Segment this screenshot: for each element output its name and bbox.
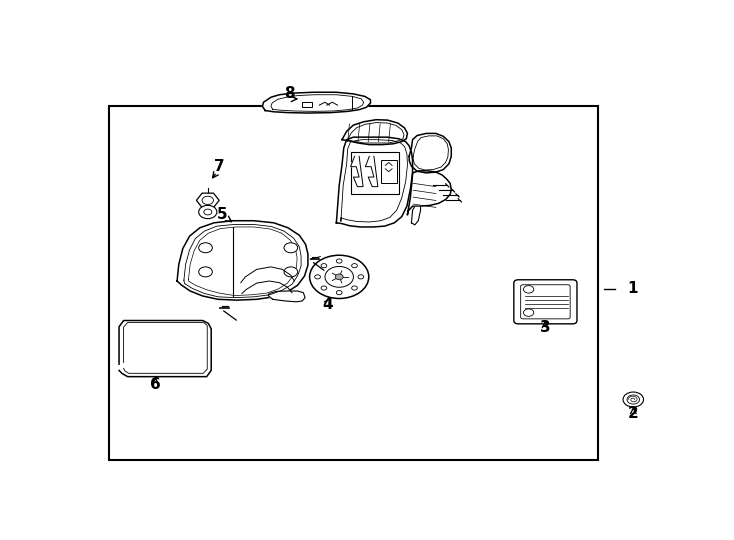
Polygon shape [407,171,451,214]
Bar [109,106,598,460]
Bar [302,102,313,107]
Polygon shape [268,291,305,302]
Text: 7: 7 [214,159,225,174]
Circle shape [321,286,327,290]
Polygon shape [366,156,378,187]
Circle shape [199,243,212,253]
Polygon shape [177,221,308,300]
FancyBboxPatch shape [514,280,577,324]
Circle shape [623,392,644,407]
Circle shape [336,259,342,263]
Circle shape [352,264,357,268]
Text: 2: 2 [628,406,639,421]
Circle shape [202,196,214,205]
Polygon shape [412,206,421,225]
Polygon shape [351,156,363,187]
Text: 1: 1 [627,281,637,296]
Text: 8: 8 [284,86,295,102]
Circle shape [199,267,212,277]
Circle shape [315,275,321,279]
Circle shape [321,264,327,268]
Text: 3: 3 [539,320,550,335]
Circle shape [284,243,298,253]
FancyBboxPatch shape [520,285,570,319]
Circle shape [523,309,534,316]
Polygon shape [409,133,451,173]
Circle shape [204,209,212,215]
Circle shape [284,267,298,277]
Text: 6: 6 [150,376,161,392]
Circle shape [358,275,363,279]
Circle shape [627,395,639,404]
Circle shape [336,291,342,295]
Circle shape [199,205,217,219]
Text: 4: 4 [322,297,333,312]
FancyBboxPatch shape [381,160,396,183]
Polygon shape [262,92,371,113]
Polygon shape [119,321,211,377]
Text: 5: 5 [217,207,228,222]
Polygon shape [336,137,413,227]
Circle shape [310,255,368,299]
Circle shape [352,286,357,290]
FancyBboxPatch shape [351,152,399,194]
Circle shape [523,286,534,293]
Circle shape [335,274,344,280]
Circle shape [325,266,354,287]
Polygon shape [342,120,407,145]
